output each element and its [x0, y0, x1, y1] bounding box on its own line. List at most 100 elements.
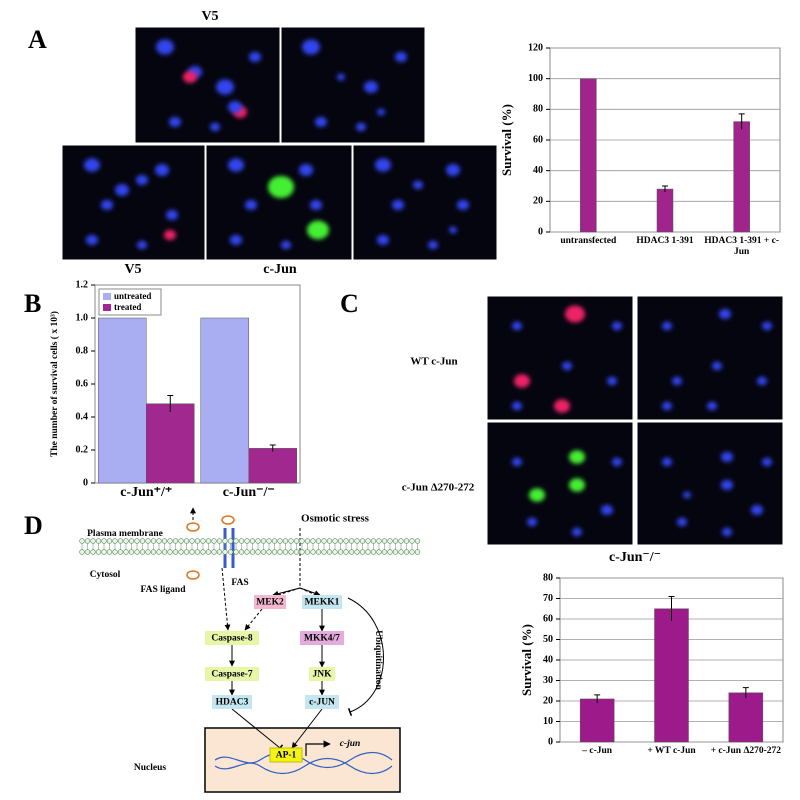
legend-label: treated	[114, 302, 141, 312]
micrograph	[486, 421, 634, 546]
lipid-head	[90, 549, 96, 555]
lipid-head	[249, 538, 256, 544]
x-tick-label: c-Jun⁺/⁺	[120, 487, 173, 500]
lipid-head	[90, 538, 96, 544]
ligand	[221, 515, 235, 525]
lipid-head	[376, 538, 382, 544]
cell	[310, 199, 322, 211]
x-tick-label-box: HDAC3 1-391	[636, 236, 693, 246]
cell	[307, 220, 329, 240]
lipid-head	[211, 549, 217, 555]
lipid-head	[255, 538, 261, 544]
lipid-head	[233, 538, 239, 544]
lipid-head	[381, 549, 388, 555]
cell	[607, 376, 617, 386]
y-tick-label: 1.2	[76, 279, 89, 290]
transcription-arrow	[305, 740, 331, 756]
cell	[377, 108, 385, 116]
lipid-head	[150, 549, 157, 555]
lipid-head	[370, 538, 377, 544]
legend-swatch	[103, 293, 111, 300]
lipid-head	[79, 538, 85, 544]
lipid-head	[277, 549, 283, 555]
lipid-head	[359, 549, 366, 555]
lipid-head	[145, 538, 151, 544]
node-box	[309, 667, 335, 681]
image-label: V5	[201, 9, 218, 24]
lipid-head	[205, 538, 212, 544]
image-label: c-Jun	[263, 262, 297, 277]
error-bar	[594, 694, 601, 704]
lipid-head	[134, 538, 140, 544]
cell	[356, 122, 366, 132]
lipid-head	[123, 549, 129, 555]
cell	[721, 479, 733, 491]
cell	[554, 399, 570, 413]
node-label: Caspase-7	[211, 670, 252, 680]
lipid-head	[156, 549, 162, 555]
x-tick-label: + c-Jun Δ270-272	[710, 746, 782, 756]
lipid-head	[178, 538, 184, 544]
x-tick-label: untransfected	[560, 236, 617, 246]
cell	[572, 527, 582, 537]
lipid-head	[293, 538, 300, 544]
cell	[719, 308, 731, 320]
y-tick-label: 0	[83, 477, 88, 488]
cell	[136, 174, 148, 186]
lipid-head	[288, 549, 294, 555]
y-tick-label: 50	[543, 634, 553, 645]
cell	[228, 101, 242, 113]
lipid-head	[266, 549, 272, 555]
lipid-head	[244, 538, 250, 544]
y-tick-label: 40	[543, 654, 553, 665]
lipid-head	[84, 549, 91, 555]
y-tick-label: 80	[533, 104, 543, 115]
lipid-head	[194, 538, 201, 544]
lipid-head	[189, 549, 195, 555]
legend-label: untreated	[114, 291, 151, 301]
cell	[299, 164, 313, 176]
lipid-head	[117, 538, 124, 544]
cell	[249, 51, 261, 63]
cell	[315, 116, 327, 128]
arrow	[221, 567, 231, 631]
micrographs	[61, 26, 784, 546]
error-bar	[662, 185, 668, 193]
image-caption: c-Jun⁻/⁻	[609, 550, 661, 565]
lipid-head	[128, 549, 135, 555]
lipid-head	[123, 538, 129, 544]
lipid-head	[277, 538, 283, 544]
cell	[514, 374, 530, 388]
lipid-head	[139, 538, 146, 544]
cell	[183, 71, 197, 83]
cell	[683, 491, 691, 499]
lipid-head	[222, 538, 228, 544]
cell	[612, 457, 622, 467]
error-bar	[742, 687, 749, 698]
lipid-head	[365, 538, 371, 544]
lipid-head	[255, 549, 261, 555]
lipid-head	[150, 538, 157, 544]
pathway-diagram: Plasma membrane Osmotic stress Cytosol F…	[79, 507, 421, 793]
bar	[656, 188, 674, 233]
cell	[101, 199, 113, 211]
cell	[562, 361, 572, 371]
node-box	[212, 695, 252, 709]
lipid-head	[348, 549, 355, 555]
micrograph	[636, 421, 784, 546]
lipid-head	[227, 549, 234, 555]
lipid-head	[392, 538, 399, 544]
y-tick-label: 60	[543, 613, 553, 624]
lipid-head	[260, 538, 267, 544]
node-box	[205, 631, 259, 645]
lipid-head	[315, 538, 322, 544]
lipid-head	[332, 538, 338, 544]
node-label: MEK2	[256, 598, 284, 608]
lipid-head	[321, 549, 327, 555]
panel-label: A	[28, 25, 47, 54]
x-tick-label-box: c-Jun⁺/⁺	[120, 487, 173, 500]
lipid-head	[381, 538, 388, 544]
error-bar	[738, 113, 745, 130]
x-tick-label-box: – c-Jun	[582, 746, 612, 756]
node-box	[205, 667, 259, 681]
